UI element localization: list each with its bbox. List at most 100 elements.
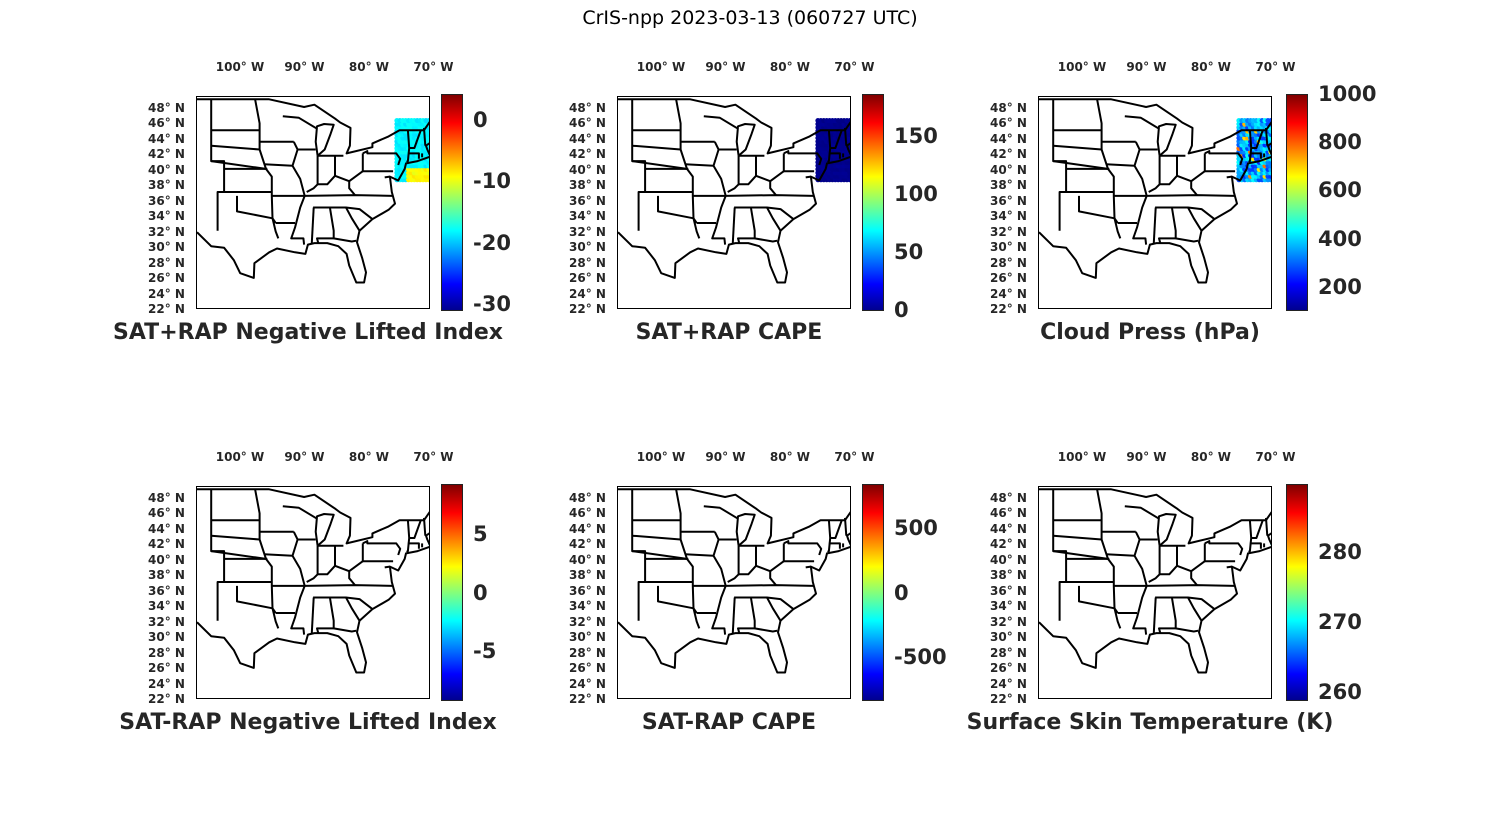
latitude-tick-label: 36° N <box>148 193 185 208</box>
latitude-tick-label: 42° N <box>990 147 1027 162</box>
state-boundaries <box>618 488 850 674</box>
boundary-line <box>844 517 848 536</box>
map-axes <box>1038 96 1272 309</box>
latitude-tick-label: 46° N <box>148 506 185 521</box>
boundary-line <box>210 489 226 621</box>
boundary-line <box>211 160 267 170</box>
latitude-tick-label: 30° N <box>990 240 1027 255</box>
boundary-line <box>406 130 411 163</box>
colorbar-tick-label: 800 <box>1318 130 1362 155</box>
latitude-tick-label: 36° N <box>569 193 606 208</box>
boundary-line <box>711 531 727 635</box>
latitude-tick-label: 30° N <box>990 630 1027 645</box>
boundary-line <box>407 542 420 549</box>
boundary-line <box>1053 534 1102 541</box>
map-panel-6: 100° W 90° W 80° W 70° W 48° N 46° N 44° N 42° … <box>967 450 1402 750</box>
latitude-tick-label: 32° N <box>148 614 185 629</box>
longitude-tick-label: 90° W <box>1126 450 1167 464</box>
boundary-line <box>1226 565 1233 569</box>
boundary-line <box>313 596 335 634</box>
boundary-line <box>1251 519 1264 539</box>
boundary-line <box>290 531 306 635</box>
panel-title: SAT+RAP CAPE <box>635 320 823 345</box>
boundary-line <box>407 152 420 159</box>
colorbar-tick-label: -20 <box>473 230 511 255</box>
latitude-tick-label: 26° N <box>569 271 606 286</box>
latitude-tick-label: 48° N <box>148 491 185 506</box>
boundary-line <box>1265 517 1269 536</box>
boundary-line <box>1113 194 1235 197</box>
map-axes <box>196 96 430 309</box>
latitude-tick-label: 38° N <box>990 178 1027 193</box>
boundary-line <box>769 170 785 183</box>
latitude-tick-label: 36° N <box>990 193 1027 208</box>
boundary-line <box>618 98 850 284</box>
boundary-line <box>1249 542 1262 549</box>
boundary-line <box>1156 123 1177 157</box>
boundary-line <box>782 153 815 173</box>
boundary-line <box>1148 155 1161 193</box>
map-panel-1: 100° W 90° W 80° W 70° W 48° N 46° N 44° N 42° … <box>113 60 560 360</box>
longitude-tick-label: 90° W <box>705 60 746 74</box>
boundary-line <box>409 519 422 539</box>
boundary-line <box>692 584 814 587</box>
boundary-line <box>1265 127 1269 146</box>
latitude-tick-label: 42° N <box>990 537 1027 552</box>
latitude-tick-label: 40° N <box>569 162 606 177</box>
boundary-line <box>782 543 815 563</box>
latitude-tick-label: 26° N <box>569 661 606 676</box>
boundary-line <box>1171 596 1216 610</box>
longitude-tick-label: 100° W <box>1057 60 1107 74</box>
panel-title: Surface Skin Temperature (K) <box>966 710 1334 735</box>
boundary-line <box>1106 163 1135 167</box>
latitude-tick-label: 32° N <box>990 614 1027 629</box>
state-boundaries <box>197 98 429 284</box>
latitude-tick-label: 40° N <box>990 162 1027 177</box>
boundary-line <box>361 153 394 173</box>
latitude-tick-label: 34° N <box>990 599 1027 614</box>
colorbar-tick-label: -30 <box>473 292 511 317</box>
latitude-tick-label: 38° N <box>148 178 185 193</box>
boundary-line <box>734 596 756 634</box>
boundary-line <box>345 597 361 622</box>
latitude-tick-label: 24° N <box>569 286 606 301</box>
colorbar-tick-label: 150 <box>894 123 938 148</box>
data-point <box>847 117 850 124</box>
boundary-line <box>828 542 841 549</box>
latitude-tick-label: 34° N <box>148 599 185 614</box>
latitude-tick-label: 40° N <box>148 552 185 567</box>
colorbar-tick-label: 0 <box>473 580 488 605</box>
boundary-line <box>1175 237 1199 243</box>
boundary-line <box>1113 584 1235 587</box>
latitude-tick-label: 46° N <box>990 506 1027 521</box>
boundary-line <box>1132 531 1148 635</box>
longitude-tick-label: 80° W <box>1190 60 1232 74</box>
boundary-line <box>735 123 756 157</box>
boundary-line <box>1039 488 1271 674</box>
longitude-tick-label: 100° W <box>1057 450 1107 464</box>
boundary-line <box>1156 513 1177 547</box>
latitude-tick-label: 38° N <box>569 568 606 583</box>
boundary-line <box>703 505 739 520</box>
boundary-line <box>313 206 335 244</box>
boundary-line <box>766 207 782 232</box>
map-plot <box>1039 488 1271 674</box>
latitude-tick-label: 40° N <box>569 552 606 567</box>
boundary-line <box>827 520 832 553</box>
map-panel-3: 100° W 90° W 80° W 70° W 48° N 46° N 44° N 42° … <box>982 60 1402 360</box>
latitude-tick-label: 24° N <box>569 676 606 691</box>
colorbar-tick-label: 270 <box>1318 609 1362 634</box>
boundary-line <box>632 144 681 151</box>
boundary-line <box>254 489 280 629</box>
map-plot <box>197 488 429 674</box>
latitude-tick-label: 32° N <box>569 224 606 239</box>
boundary-line <box>1053 144 1102 151</box>
latitude-tick-label: 48° N <box>990 101 1027 116</box>
longitude-tick-label: 100° W <box>215 450 265 464</box>
boundary-line <box>329 596 374 610</box>
boundary-line <box>727 155 740 193</box>
longitude-tick-label: 80° W <box>769 60 811 74</box>
boundary-line <box>314 123 335 157</box>
boundary-line <box>310 597 315 634</box>
boundary-line <box>1039 98 1271 284</box>
